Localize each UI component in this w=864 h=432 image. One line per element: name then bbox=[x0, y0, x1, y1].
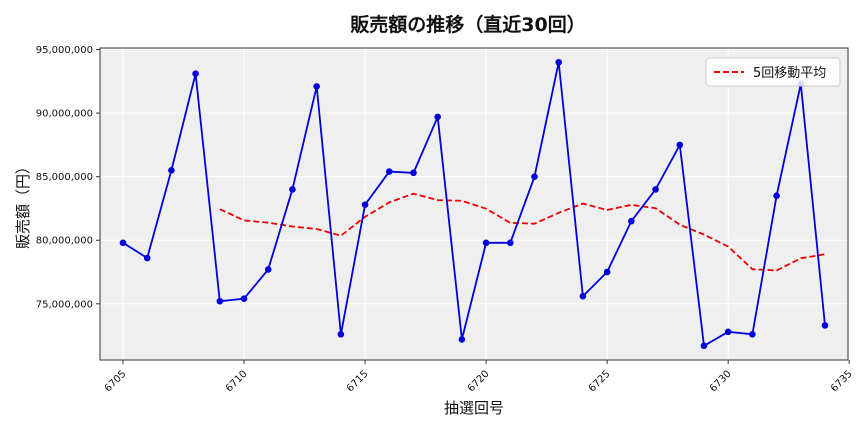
moving-average-series bbox=[219, 192, 826, 272]
legend: 5回移動平均 bbox=[705, 57, 841, 87]
sales-point bbox=[579, 292, 587, 300]
sales-point bbox=[749, 331, 756, 338]
sales-point bbox=[143, 254, 151, 262]
y-tick-label: 90,000,000 bbox=[36, 109, 93, 120]
x-tick-label: 6715 bbox=[345, 369, 371, 395]
sales-point bbox=[337, 331, 345, 338]
sales-point bbox=[628, 217, 635, 225]
sales-point bbox=[555, 58, 563, 66]
x-tick-label: 6705 bbox=[103, 369, 129, 395]
sales-point bbox=[482, 239, 490, 247]
sales-series bbox=[119, 58, 829, 350]
moving-average-line bbox=[219, 192, 826, 272]
sales-point bbox=[410, 169, 417, 177]
y-tick-label: 95,000,000 bbox=[36, 45, 93, 56]
x-axis-label: 抽選回号 bbox=[444, 399, 504, 417]
sales-point bbox=[531, 173, 538, 180]
sales-line bbox=[122, 62, 826, 348]
x-tick-label: 6710 bbox=[224, 369, 250, 395]
sales-point bbox=[313, 83, 320, 90]
x-tick-label: 6730 bbox=[708, 369, 734, 395]
sales-point bbox=[385, 168, 393, 175]
sales-point bbox=[773, 192, 780, 200]
chart-title: 販売額の推移（直近30回） bbox=[350, 13, 585, 36]
sales-point bbox=[168, 167, 175, 174]
legend-label-moving-average: 5回移動平均 bbox=[753, 66, 826, 81]
sales-point bbox=[652, 186, 659, 193]
y-tick-label: 75,000,000 bbox=[36, 299, 93, 310]
y-axis-ticks: 75,000,000 80,000,000 85,000,000 90,000,000… bbox=[36, 45, 100, 310]
y-tick-label: 85,000,000 bbox=[36, 172, 93, 183]
sales-point bbox=[240, 295, 248, 303]
sales-point bbox=[821, 322, 829, 329]
plot-frame bbox=[99, 47, 849, 361]
legend-box bbox=[705, 57, 841, 87]
sales-point bbox=[700, 342, 708, 350]
grid bbox=[99, 47, 849, 361]
sales-point bbox=[507, 239, 514, 247]
sales-point bbox=[676, 141, 684, 149]
sales-point bbox=[458, 336, 466, 343]
sales-point bbox=[434, 113, 441, 121]
x-tick-label: 6720 bbox=[466, 369, 492, 395]
sales-point bbox=[119, 239, 127, 247]
sales-point bbox=[724, 328, 732, 336]
sales-point bbox=[289, 186, 296, 193]
sales-point bbox=[361, 201, 369, 208]
sales-point bbox=[216, 297, 224, 305]
x-tick-label: 6725 bbox=[587, 369, 613, 395]
sales-point bbox=[264, 266, 272, 273]
sales-point bbox=[603, 268, 611, 276]
y-axis-label: 販売額（円） bbox=[14, 159, 32, 249]
x-tick-label: 6735 bbox=[829, 369, 855, 395]
sales-point bbox=[192, 70, 199, 77]
y-tick-label: 80,000,000 bbox=[36, 236, 93, 247]
x-axis-ticks: 6705 6710 6715 6720 6725 6730 6735 bbox=[103, 360, 855, 394]
